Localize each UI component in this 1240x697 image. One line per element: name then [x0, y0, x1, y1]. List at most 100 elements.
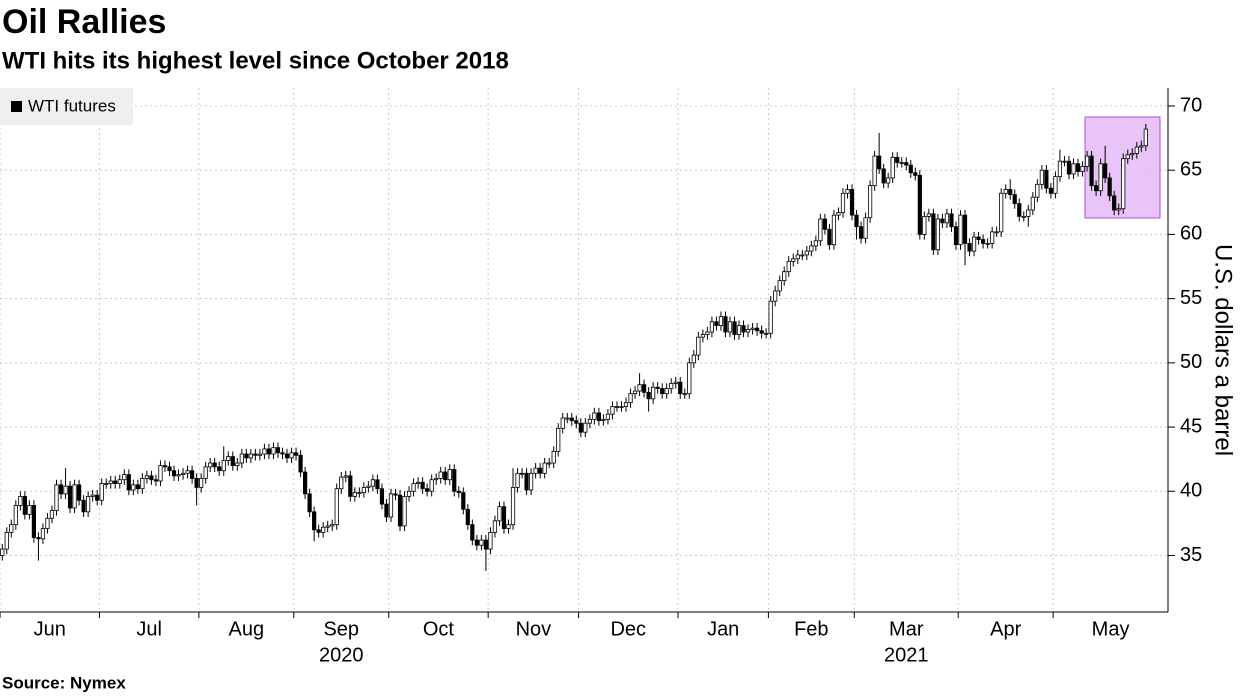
candle-body [953, 226, 959, 246]
candle-body [623, 402, 629, 407]
candle-body [1017, 203, 1022, 217]
y-tick-label: 45 [1180, 415, 1202, 437]
candle-body [985, 243, 990, 245]
candle-body [479, 539, 484, 546]
candle-body [397, 494, 403, 527]
candle-body [632, 390, 638, 395]
candle-body [596, 412, 602, 422]
candle-body [339, 476, 344, 490]
candle-body [307, 493, 312, 513]
candle-body [818, 218, 823, 242]
x-year-label: 2021 [884, 644, 929, 666]
y-tick-label: 65 [1180, 158, 1202, 180]
candle-body [357, 492, 362, 494]
candle-body [601, 418, 606, 422]
candle-body [642, 384, 647, 393]
candle-body [316, 529, 321, 533]
x-tick-label: Jun [34, 618, 66, 640]
candle-body [538, 467, 543, 474]
candle-body [1094, 185, 1099, 192]
candle-body [81, 499, 86, 513]
candle-body [420, 481, 425, 490]
candle-body [253, 453, 258, 456]
candle-body [678, 381, 683, 395]
candle-body [135, 484, 140, 490]
candle-body [574, 420, 579, 424]
candle-body [27, 505, 32, 515]
candle-body [352, 492, 357, 497]
source-note: Source: Nymex [2, 673, 126, 692]
candle-body [971, 236, 977, 252]
candle-body [691, 354, 696, 364]
x-tick-label: May [1092, 618, 1130, 640]
candle-body [244, 453, 249, 459]
candle-body [709, 321, 715, 333]
candle-body [1098, 163, 1103, 192]
candle-body [40, 528, 46, 540]
candle-body [687, 362, 692, 395]
candle-body [714, 321, 719, 326]
candle-body [755, 327, 760, 332]
candle-body [682, 393, 687, 396]
candle-body [1116, 208, 1121, 211]
candle-body [764, 332, 769, 335]
candle-body [881, 168, 886, 184]
candle-body [235, 462, 240, 466]
candle-body [1039, 169, 1044, 185]
candle-body [637, 384, 642, 392]
candle-body [904, 162, 909, 166]
candle-body [289, 452, 294, 459]
legend-label: WTI futures [28, 96, 116, 115]
candle-body [370, 479, 376, 487]
candle-body [1075, 163, 1081, 172]
candle-body [167, 466, 172, 472]
y-tick-label: 50 [1180, 351, 1202, 373]
candle-body [185, 470, 190, 474]
candle-body [990, 231, 995, 244]
x-tick-label: Nov [516, 618, 552, 640]
candle-body [922, 216, 927, 235]
candle-body [655, 386, 660, 389]
candle-body [651, 386, 656, 400]
candle-body [1057, 160, 1063, 178]
candle-body [940, 218, 945, 224]
candle-body [275, 447, 281, 454]
candle-body [63, 485, 68, 495]
candle-body [646, 391, 651, 400]
candle-body [872, 155, 877, 187]
candle-body [95, 494, 100, 501]
candle-body [935, 218, 941, 251]
candle-body [890, 156, 895, 179]
candle-body [230, 456, 235, 466]
candle-body [723, 316, 728, 333]
candle-body [777, 280, 782, 292]
candle-body [58, 484, 64, 495]
candle-body [1107, 177, 1112, 197]
candle-body [180, 472, 186, 475]
candle-body [99, 483, 104, 501]
candle-body [908, 164, 913, 174]
candle-body [226, 456, 231, 461]
candle-body [221, 460, 226, 472]
candle-body [795, 254, 800, 260]
candle-body [958, 214, 963, 246]
candle-body [13, 505, 18, 526]
candle-body [1139, 145, 1144, 148]
candle-body [944, 213, 950, 224]
candle-body [217, 466, 222, 472]
candle-body [736, 325, 742, 335]
candle-body [926, 213, 931, 217]
candle-body [592, 412, 597, 420]
candle-body [868, 185, 873, 219]
candle-body [158, 465, 163, 482]
chart-title: Oil Rallies [2, 3, 166, 41]
candle-body [886, 177, 891, 184]
candle-body [669, 382, 674, 389]
candle-body [501, 506, 507, 529]
candle-body [619, 406, 624, 408]
candle-body [773, 290, 778, 302]
candle-body [1121, 158, 1126, 210]
candle-body [782, 271, 787, 282]
candle-body [293, 452, 299, 456]
